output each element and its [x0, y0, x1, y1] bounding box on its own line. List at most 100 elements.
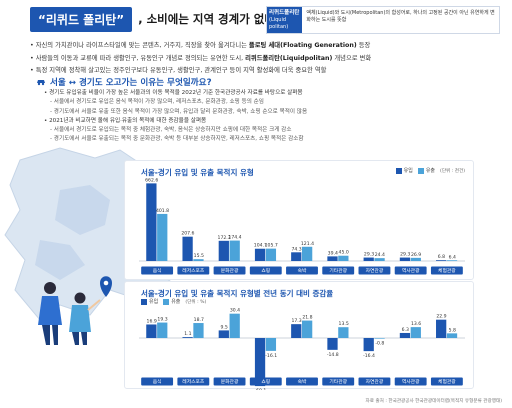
bar-inflow: [363, 338, 374, 352]
category-label: 레저스포츠: [182, 378, 205, 385]
bar-inflow: [399, 257, 411, 261]
legend-label: 유입: [403, 168, 413, 174]
bar-inflow: [291, 324, 302, 338]
category-label: 쇼핑: [261, 267, 270, 274]
bar-outflow: [410, 257, 421, 261]
person-illustration: [69, 292, 101, 345]
location-pin-icon: [100, 276, 112, 297]
bar-inflow: [254, 338, 266, 387]
category-label: 체험관광: [438, 378, 456, 385]
data-label: 16.9: [147, 318, 157, 324]
data-label: 6.4: [449, 254, 456, 260]
bar-outflow: [302, 320, 313, 338]
intro-bullet: • 사람들의 이동과 교류에 따라 생활인구, 유동인구 개념로 정의되는 유연…: [30, 54, 372, 62]
bar-inflow: [436, 319, 447, 338]
data-label: -0.8: [375, 341, 384, 347]
bar-outflow: [374, 338, 385, 339]
category-tag: [141, 377, 174, 386]
category-tag: [358, 377, 391, 386]
data-label: 45.0: [339, 250, 349, 256]
category-label: 문화관광: [221, 378, 239, 385]
data-label: 1.1: [184, 331, 191, 337]
bar-outflow: [446, 333, 458, 338]
bar-chart-change: 16.919.3 음식 1.1 18.7 레저스포츠 9.5 30.4 문화관광 -60.1 -1…: [139, 308, 465, 390]
chart-legend: 유입 유출 (단위 : 천건): [391, 167, 465, 174]
data-label: 172.3: [218, 235, 231, 241]
bar-outflow: [265, 248, 277, 261]
definition-term: 리퀴드폴리탄: [269, 10, 300, 16]
data-label: 6.8: [438, 254, 445, 260]
category-label: 쇼핑: [261, 378, 270, 385]
bullet-text: 경기도에서 서울로 유출되는 목적 중 문화관광, 숙박 등 대부분 상승하지만…: [53, 136, 304, 143]
bar-inflow: [436, 260, 447, 261]
bar-inflow: [363, 257, 374, 261]
source-note: 자료 출처 : 한국관광공사 한국관광데이터랩(목적지 유형분류 관광행태): [365, 399, 502, 404]
chart-title: 서울-경기 유입 및 유출 목적지 유형별 전년 동기 대비 증감율: [141, 289, 334, 298]
definition-box: 리퀴드폴리탄 (Liquid politan) 액체(Liquid)와 도시(M…: [266, 6, 500, 34]
analysis-sub-bullet: - 서울에서 경기도로 유입되는 목적 중 체험관광, 숙박, 음식은 상승하지…: [50, 127, 292, 134]
analysis-sub-bullet: - 경기도에서 서울로 유출 또한 음식 목적이 가장 많으며, 유입과 달리 …: [50, 108, 308, 115]
bullet-text: 서울에서 경기도로 유입은 음식 목적이 가장 많으며, 레저스포츠, 문화관광…: [53, 99, 264, 106]
bar-outflow: [193, 323, 204, 338]
bar-outflow: [446, 260, 458, 261]
data-label: 121.4: [301, 241, 314, 247]
data-label: 17.3: [291, 318, 301, 324]
bar-inflow: [291, 252, 302, 261]
definition-text: 액체(Liquid)와 도시(Metropolitan)의 합성어로, 하나의 …: [306, 10, 495, 23]
data-label: 21.8: [302, 315, 312, 321]
category-tag: [213, 266, 246, 275]
question-text: 서울 ↔ 경기도 오고가는 이유는 무엇일까요?: [50, 78, 212, 88]
bullet-bold: 리퀴드폴리탄(Liquidpolitan): [245, 54, 333, 62]
category-label: 기타관광: [329, 267, 347, 274]
category-label: 자연관광: [366, 267, 384, 274]
title-badge: “리퀴드 폴리탄”: [30, 6, 133, 32]
bullet-text: 경기도에서 서울로 유출 또한 음식 목적이 가장 많으며, 유입과 달리 문화…: [53, 108, 308, 115]
bar-outflow: [265, 338, 277, 351]
definition-tag: 리퀴드폴리탄 (Liquid politan): [267, 7, 303, 33]
bar-outflow: [374, 258, 385, 261]
unit-label: (단위 : 천건): [440, 168, 465, 174]
bullet-text: 2021년과 비교하면 올해 유입·유출의 목적에 대한 증감율을 살펴봄: [49, 117, 207, 124]
legend-swatch-inflow: [141, 298, 147, 305]
category-tag: [358, 266, 391, 275]
legend-label: 유출: [171, 299, 181, 305]
category-label: 체험관광: [438, 267, 456, 274]
bar-outflow: [338, 255, 349, 261]
bar-outflow: [338, 327, 349, 338]
bar-outflow: [229, 240, 240, 261]
category-tag: [141, 266, 174, 275]
data-label: -16.4: [363, 353, 375, 359]
data-label: 5.8: [449, 327, 456, 333]
analysis-bullet: • 경기도 유입유출 비율이 가장 높은 서울과의 이동 목적을 2022년 기…: [44, 90, 303, 96]
data-label: 18.7: [194, 317, 204, 323]
person-illustration: [38, 282, 62, 345]
category-tag: [322, 377, 355, 386]
bar-outflow: [302, 246, 313, 261]
bullet-text: 경기도 유입유출 비율이 가장 높은 서울과의 이동 목적을 2022년 기준 …: [49, 90, 303, 96]
intro-bullets: • 자신의 가치관이나 라이프스타일에 맞는 콘텐츠, 거주지, 직장을 찾아 …: [30, 40, 500, 78]
data-label: 662.6: [145, 177, 158, 183]
data-label: 39.4: [328, 250, 338, 256]
chart-panel-change: 서울-경기 유입 및 유출 목적지 유형별 전년 동기 대비 증감율 유입 유출…: [124, 281, 474, 390]
page-title: “리퀴드 폴리탄” , 소비에는 지역 경계가 없다: [30, 6, 275, 32]
legend-swatch-inflow: [395, 167, 402, 174]
bar-outflow: [157, 322, 168, 338]
bar-inflow: [182, 236, 193, 261]
data-label: 9.5: [220, 324, 227, 330]
bar-outflow: [410, 327, 421, 338]
bar-inflow: [218, 330, 229, 338]
data-label: 13.5: [339, 321, 349, 327]
data-label: 30.4: [230, 308, 240, 314]
category-tag: [394, 377, 427, 386]
bar-outflow: [229, 313, 240, 338]
category-label: 기타관광: [329, 378, 347, 385]
data-label: 174.4: [228, 235, 241, 241]
legend-swatch-outflow: [417, 167, 424, 174]
analysis-sub-bullet: - 서울에서 경기도로 유입은 음식 목적이 가장 많으며, 레저스포츠, 문화…: [50, 99, 264, 106]
data-label: 26.9: [411, 252, 421, 258]
bullet-bold: 플로팅 세대(Floating Generation): [248, 42, 357, 49]
data-label: 29.3: [400, 252, 410, 258]
data-label: 401.8: [156, 208, 169, 214]
data-label: -14.8: [327, 352, 339, 358]
